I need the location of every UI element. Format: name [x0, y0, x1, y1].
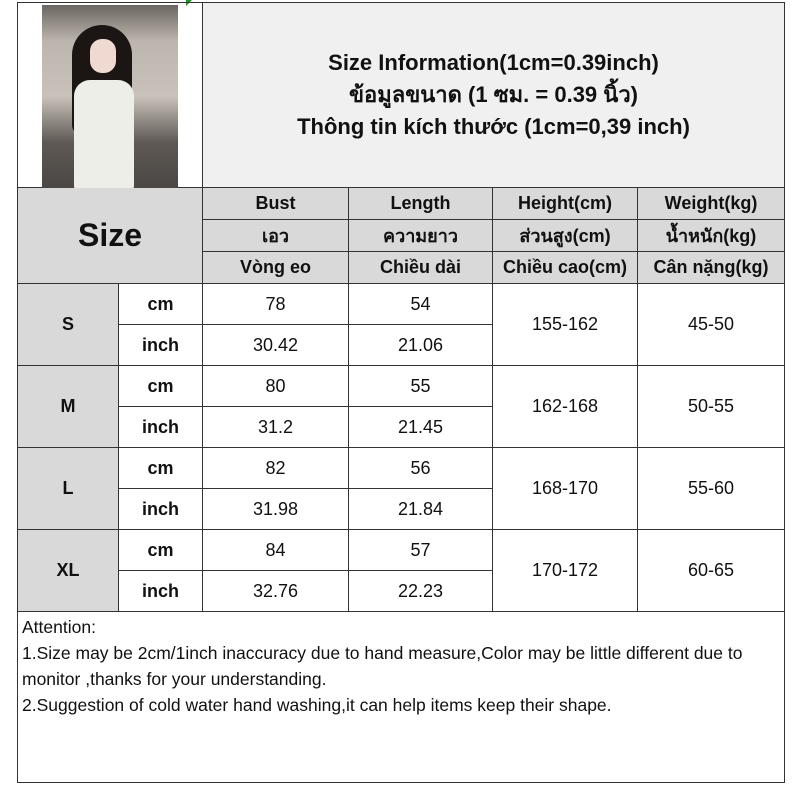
size-cell: XL [17, 529, 119, 612]
bust-inch: 32.76 [202, 570, 349, 612]
title-thai: ข้อมูลขนาด (1 ซม. = 0.39 นิ้ว) [348, 82, 638, 107]
bust-inch: 31.2 [202, 406, 349, 448]
length-inch: 21.45 [348, 406, 493, 448]
unit-cell: cm [118, 447, 203, 489]
header-weight: Weight(kg) [637, 187, 785, 220]
header-bust-thai: เอว [202, 219, 349, 252]
bust-cm: 82 [202, 447, 349, 489]
attention-line-1: 1.Size may be 2cm/1inch inaccuracy due t… [22, 643, 743, 689]
weight-range: 60-65 [637, 529, 785, 612]
attention-heading: Attention: [22, 617, 96, 637]
length-inch: 21.06 [348, 324, 493, 366]
size-chart-table: Size Information(1cm=0.39inch) ข้อมูลขนา… [17, 2, 785, 783]
table-row: M cm 80 55 162-168 50-55 [17, 365, 785, 448]
length-inch: 21.84 [348, 488, 493, 530]
unit-cell: inch [118, 406, 203, 448]
table-row: inch 31.98 21.84 [18, 488, 785, 530]
size-cell: M [17, 365, 119, 448]
unit-cell: cm [118, 529, 203, 571]
height-range: 170-172 [492, 529, 638, 612]
title-cell: Size Information(1cm=0.39inch) ข้อมูลขนา… [202, 2, 785, 188]
unit-cell: inch [118, 570, 203, 612]
header-length-thai: ความยาว [348, 219, 493, 252]
table-row: inch 30.42 21.06 [18, 324, 785, 366]
header-bust: Bust [202, 187, 349, 220]
table-row: inch 31.2 21.45 [18, 406, 785, 448]
header-bust-vi: Vòng eo [202, 251, 349, 284]
weight-range: 55-60 [637, 447, 785, 530]
header-weight-vi: Cân nặng(kg) [637, 251, 785, 284]
length-cm: 57 [348, 529, 493, 571]
height-range: 155-162 [492, 283, 638, 366]
length-cm: 54 [348, 283, 493, 325]
height-range: 168-170 [492, 447, 638, 530]
unit-cell: inch [118, 488, 203, 530]
size-cell: L [17, 447, 119, 530]
size-header: Size [17, 187, 203, 284]
table-row: XL cm 84 57 170-172 60-65 [17, 529, 785, 612]
table-row: S cm 78 54 155-162 45-50 [17, 283, 785, 366]
bust-inch: 31.98 [202, 488, 349, 530]
attention-note: Attention: 1.Size may be 2cm/1inch inacc… [17, 611, 785, 783]
size-cell: S [17, 283, 119, 366]
height-range: 162-168 [492, 365, 638, 448]
header-length: Length [348, 187, 493, 220]
product-photo-cell [17, 2, 203, 188]
product-photo [42, 5, 178, 188]
length-inch: 22.23 [348, 570, 493, 612]
length-cm: 56 [348, 447, 493, 489]
title-vietnamese: Thông tin kích thước (1cm=0,39 inch) [297, 114, 690, 139]
bust-cm: 84 [202, 529, 349, 571]
unit-cell: cm [118, 283, 203, 325]
bust-cm: 78 [202, 283, 349, 325]
header-weight-thai: น้ำหนัก(kg) [637, 219, 785, 252]
header-height-vi: Chiều cao(cm) [492, 251, 638, 284]
bust-cm: 80 [202, 365, 349, 407]
header-height-thai: ส่วนสูง(cm) [492, 219, 638, 252]
unit-cell: inch [118, 324, 203, 366]
attention-line-2: 2.Suggestion of cold water hand washing,… [22, 695, 612, 715]
title-english: Size Information(1cm=0.39inch) [328, 50, 659, 75]
header-height: Height(cm) [492, 187, 638, 220]
table-row: inch 32.76 22.23 [18, 570, 785, 612]
header-length-vi: Chiều dài [348, 251, 493, 284]
bust-inch: 30.42 [202, 324, 349, 366]
length-cm: 55 [348, 365, 493, 407]
weight-range: 50-55 [637, 365, 785, 448]
table-row: L cm 82 56 168-170 55-60 [17, 447, 785, 530]
weight-range: 45-50 [637, 283, 785, 366]
unit-cell: cm [118, 365, 203, 407]
